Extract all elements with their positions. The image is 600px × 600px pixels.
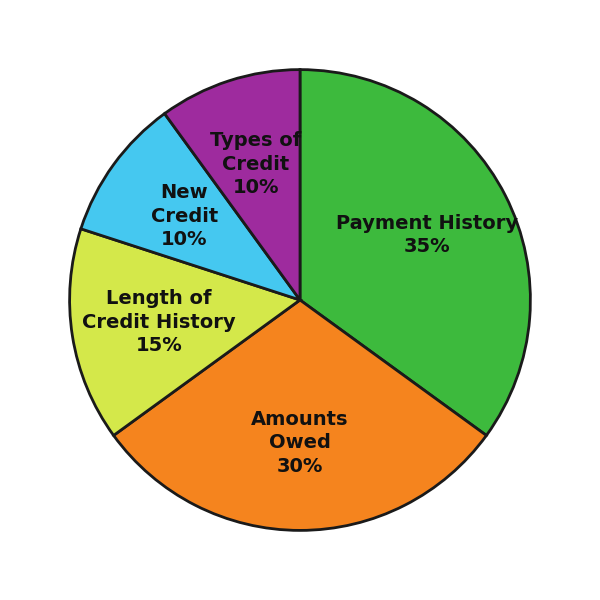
Text: New
Credit
10%: New Credit 10%	[151, 183, 218, 249]
Wedge shape	[164, 70, 300, 300]
Wedge shape	[81, 113, 300, 300]
Text: Payment History
35%: Payment History 35%	[336, 214, 518, 256]
Text: Types of
Credit
10%: Types of Credit 10%	[210, 131, 301, 197]
Wedge shape	[113, 300, 487, 530]
Wedge shape	[300, 70, 530, 436]
Wedge shape	[70, 229, 300, 436]
Text: Length of
Credit History
15%: Length of Credit History 15%	[82, 289, 236, 355]
Text: Amounts
Owed
30%: Amounts Owed 30%	[251, 410, 349, 476]
